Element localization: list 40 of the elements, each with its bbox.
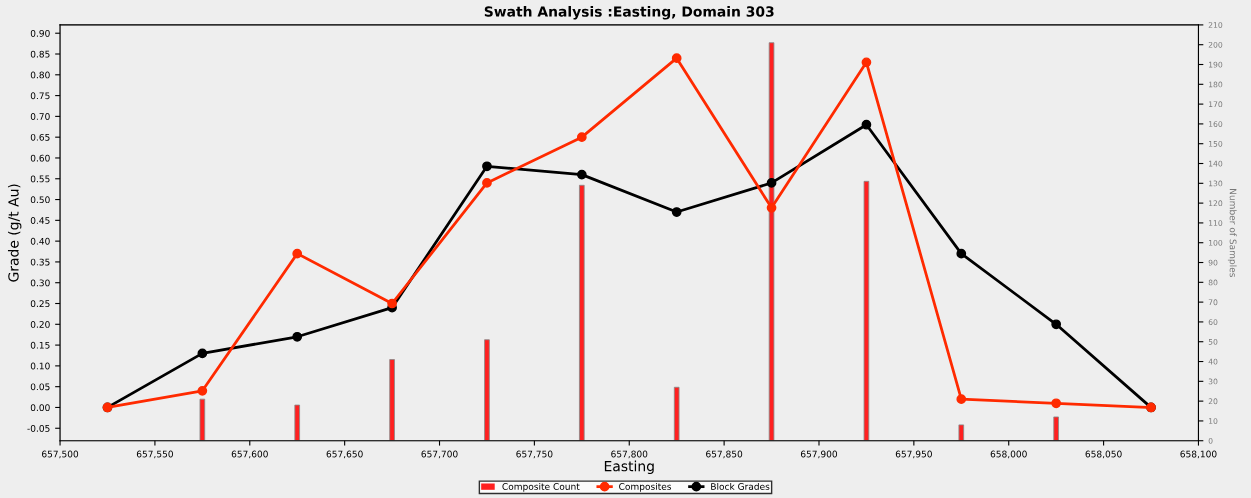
x-tick-label: 658,000 xyxy=(990,450,1027,459)
y-tick-label: 0.80 xyxy=(30,71,50,79)
x-tick-label: 657,800 xyxy=(611,450,648,459)
y-tick-label: 0.05 xyxy=(30,383,50,391)
legend-label: Block Grades xyxy=(711,482,770,490)
y-tick-label: 0.60 xyxy=(30,154,50,162)
y-tick-label: 0.85 xyxy=(30,50,50,58)
y-tick-label: 0.30 xyxy=(30,279,50,287)
x-tick-label: 657,550 xyxy=(136,450,173,459)
x-tick-label: 657,600 xyxy=(231,450,268,459)
y-axis-title: Grade (g/t Au) xyxy=(7,184,22,282)
x-tick-label: 657,700 xyxy=(421,450,458,459)
legend-label: Composites xyxy=(619,482,672,492)
y-tick-label: 0.25 xyxy=(30,300,50,308)
x-tick-label: 658,050 xyxy=(1085,450,1122,459)
y-tick-label: 0.65 xyxy=(30,133,50,141)
chart-title: Swath Analysis :Easting, Domain 303 xyxy=(484,6,774,20)
y-tick-label: 0.20 xyxy=(30,321,50,328)
x-tick-label: 658,100 xyxy=(1180,450,1217,459)
y-tick-label: 0.35 xyxy=(30,258,50,266)
y-tick-label: 0.70 xyxy=(30,113,50,120)
y-tick-label: 0.55 xyxy=(30,175,50,183)
y-tick-label: 0.10 xyxy=(30,362,50,370)
x-tick-label: 657,900 xyxy=(800,450,838,459)
x-tick-label: 657,650 xyxy=(326,450,363,459)
y-tick-label: 0.40 xyxy=(30,237,50,245)
x-tick-label: 657,850 xyxy=(706,450,743,459)
y-tick-label: 0.15 xyxy=(30,341,50,349)
x-tick-label: 657,750 xyxy=(516,450,553,459)
x-tick-label: 657,950 xyxy=(895,450,932,459)
y-tick-label: 0.75 xyxy=(30,92,50,100)
y-tick-label: 0.00 xyxy=(30,404,50,412)
y-tick-label: 0.45 xyxy=(30,217,50,224)
y2-axis-title: Number of Samples xyxy=(1227,189,1237,277)
x-tick-label: 657,500 xyxy=(42,450,79,459)
y-tick-label: 0.50 xyxy=(30,196,50,204)
y-tick-label: -0.05 xyxy=(27,424,50,432)
legend-label: Composite Count xyxy=(502,482,580,492)
y-tick-label: 0.90 xyxy=(30,29,50,37)
x-axis-title: Easting xyxy=(604,460,654,475)
